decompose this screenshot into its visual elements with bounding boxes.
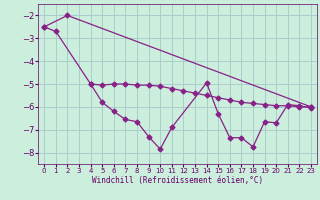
X-axis label: Windchill (Refroidissement éolien,°C): Windchill (Refroidissement éolien,°C) [92, 176, 263, 185]
